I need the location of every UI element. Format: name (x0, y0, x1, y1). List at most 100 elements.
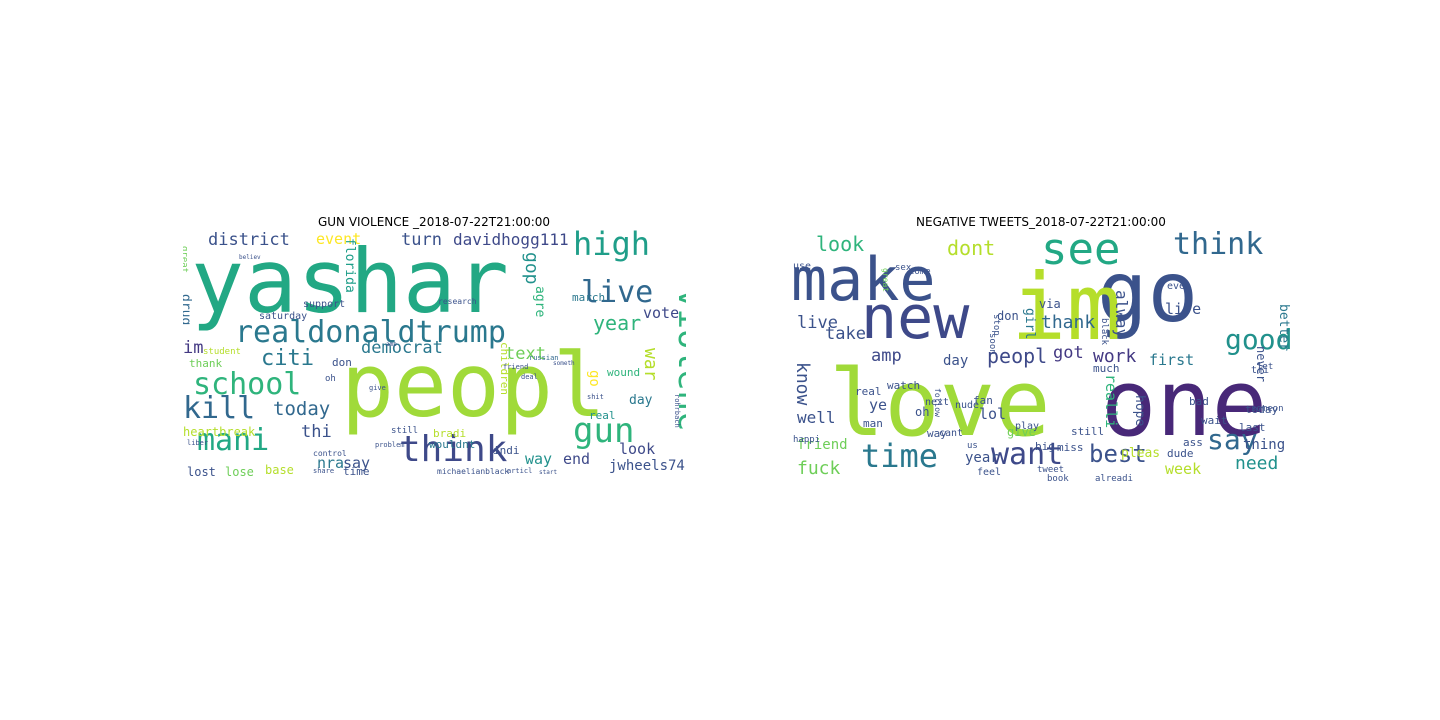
word: wait (1201, 414, 1228, 427)
word: michaelianblack (437, 467, 510, 476)
word: thing (1243, 437, 1286, 453)
word: play (1015, 421, 1040, 432)
word: say (1207, 423, 1258, 456)
word: articl (507, 467, 533, 475)
word: bad (1189, 395, 1209, 408)
word: control (313, 449, 347, 458)
word: good (1225, 323, 1293, 356)
word: support (303, 299, 346, 310)
word: real (589, 409, 616, 422)
word: tweet (1037, 465, 1065, 475)
word: agre (532, 286, 547, 318)
word: new (861, 283, 970, 353)
word: russian (529, 354, 559, 362)
word: way (927, 427, 947, 440)
word: tri (1251, 365, 1270, 376)
word: war (640, 348, 661, 381)
word: say (343, 454, 371, 472)
word: school (193, 367, 302, 402)
word: time (343, 465, 370, 478)
title-negative-tweets: NEGATIVE TWEETS_2018-07-22T21:00:00 (916, 215, 1166, 229)
word: lose (225, 465, 254, 479)
word: live (797, 313, 838, 333)
word: thank (1041, 312, 1096, 333)
word: miss (1057, 441, 1084, 454)
word: oh (325, 374, 336, 384)
word: time (861, 437, 939, 475)
word: alreadi (1095, 474, 1133, 484)
word: real (855, 385, 882, 398)
word: today (273, 398, 331, 420)
word: nude (955, 400, 980, 411)
word: first (1149, 351, 1195, 369)
word: work (1093, 346, 1137, 367)
word: hope (1132, 395, 1147, 427)
word: saturday (259, 311, 308, 322)
word: democrat (361, 338, 443, 358)
word: live (581, 275, 654, 310)
word: gun (573, 411, 635, 451)
word: district (208, 230, 290, 250)
word: dont (947, 236, 996, 260)
word: think (399, 429, 508, 470)
word: believ (239, 254, 261, 261)
word: don (997, 309, 1019, 323)
word: well (797, 408, 836, 427)
word: even (1167, 281, 1192, 292)
word: don (332, 356, 352, 369)
word: problem (375, 441, 405, 449)
word: high (573, 230, 651, 263)
word: fuck (797, 458, 841, 479)
word: realdonaldtrump (235, 315, 506, 350)
word: make (791, 245, 936, 315)
word: deal (521, 373, 538, 381)
word: indi (493, 444, 520, 457)
word: mani (197, 423, 270, 458)
word: year (593, 311, 642, 335)
word: want (991, 437, 1064, 472)
word: rohrbach (673, 394, 681, 428)
title-gun-violence: GUN VIOLENCE _2018-07-22T21:00:00 (317, 215, 551, 229)
word: year (965, 450, 999, 466)
word: yashar (191, 230, 509, 333)
word: life (1165, 300, 1202, 318)
word: start (539, 469, 558, 476)
word: shit (587, 393, 604, 401)
word: man (863, 417, 883, 430)
word: still (391, 426, 419, 436)
word: turn (401, 230, 442, 250)
word: love (829, 350, 1051, 457)
word: come (909, 267, 931, 277)
word: peopl (987, 344, 1048, 368)
word: end (563, 450, 591, 468)
word: follow (933, 388, 942, 417)
word: book (1047, 474, 1069, 484)
word: see (1041, 230, 1121, 275)
word: wouldnt (429, 438, 476, 451)
word: dude (1167, 447, 1194, 460)
word: cant (939, 428, 964, 439)
word: today (1245, 403, 1279, 416)
word: feel (977, 467, 1002, 478)
word: great (183, 246, 189, 274)
word: via (1039, 297, 1061, 311)
word: pleas (1121, 446, 1161, 461)
word: lol (979, 405, 1007, 423)
word: best (1089, 440, 1147, 468)
word: look (619, 440, 656, 458)
word: im (183, 338, 204, 358)
word: go (586, 370, 602, 387)
word: jwheels74 (609, 458, 685, 474)
word: friend (503, 363, 529, 371)
word: us (967, 441, 978, 451)
wordcloud-negative-tweets: make go im new see love one think good time want be… (791, 230, 1294, 483)
word: happi (793, 435, 821, 445)
word: nra (317, 454, 345, 472)
word: last (1239, 421, 1266, 434)
word: florida (342, 238, 357, 293)
word: thank (189, 357, 223, 370)
word: gop (521, 252, 542, 285)
word: vote (643, 304, 680, 322)
word: day (629, 393, 653, 408)
word: day (943, 353, 969, 369)
